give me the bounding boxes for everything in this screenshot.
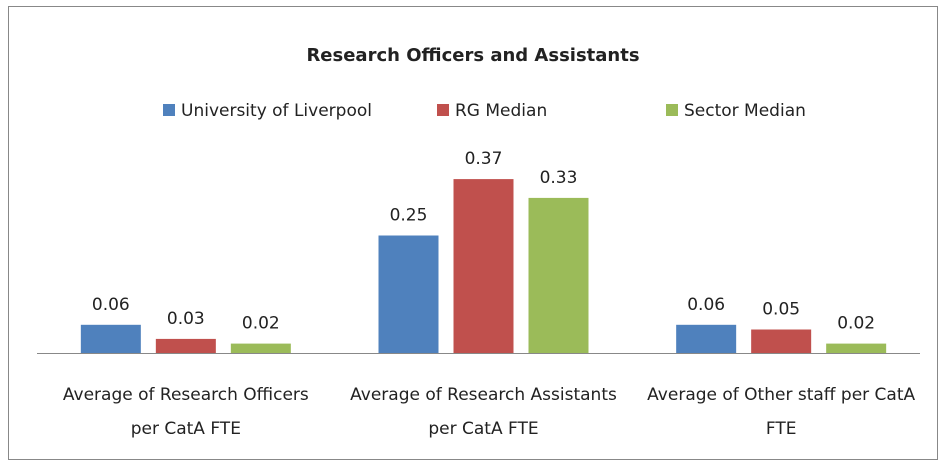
data-label: 0.03 — [167, 309, 205, 329]
legend-swatch — [666, 104, 678, 116]
bar — [378, 235, 439, 353]
x-tick-label: Average of Research Officers per CatA FT… — [62, 385, 309, 439]
data-label: 0.25 — [390, 206, 428, 226]
data-label: 0.33 — [540, 168, 578, 188]
bar — [528, 197, 589, 353]
data-label: 0.05 — [762, 300, 800, 320]
data-label: 0.06 — [92, 295, 130, 315]
bar — [676, 324, 737, 353]
bar — [453, 179, 514, 353]
data-label: 0.02 — [242, 314, 280, 334]
legend-swatch — [163, 104, 175, 116]
x-tick-label: Average of Research Assistants per CatA … — [350, 385, 617, 439]
data-label: 0.02 — [837, 314, 875, 334]
bar — [751, 329, 812, 353]
legend-label: University of Liverpool — [181, 101, 372, 121]
bar — [230, 343, 291, 353]
legend-swatch — [437, 104, 449, 116]
data-label: 0.37 — [465, 149, 503, 169]
bar — [155, 338, 216, 353]
chart-title: Research Officers and Assistants — [306, 45, 639, 66]
data-label: 0.06 — [687, 295, 725, 315]
legend-label: Sector Median — [684, 101, 806, 121]
bar — [80, 324, 141, 353]
bar — [826, 343, 887, 353]
x-tick-label: Average of Other staff per CatA FTE — [647, 385, 916, 439]
legend-label: RG Median — [455, 101, 547, 121]
